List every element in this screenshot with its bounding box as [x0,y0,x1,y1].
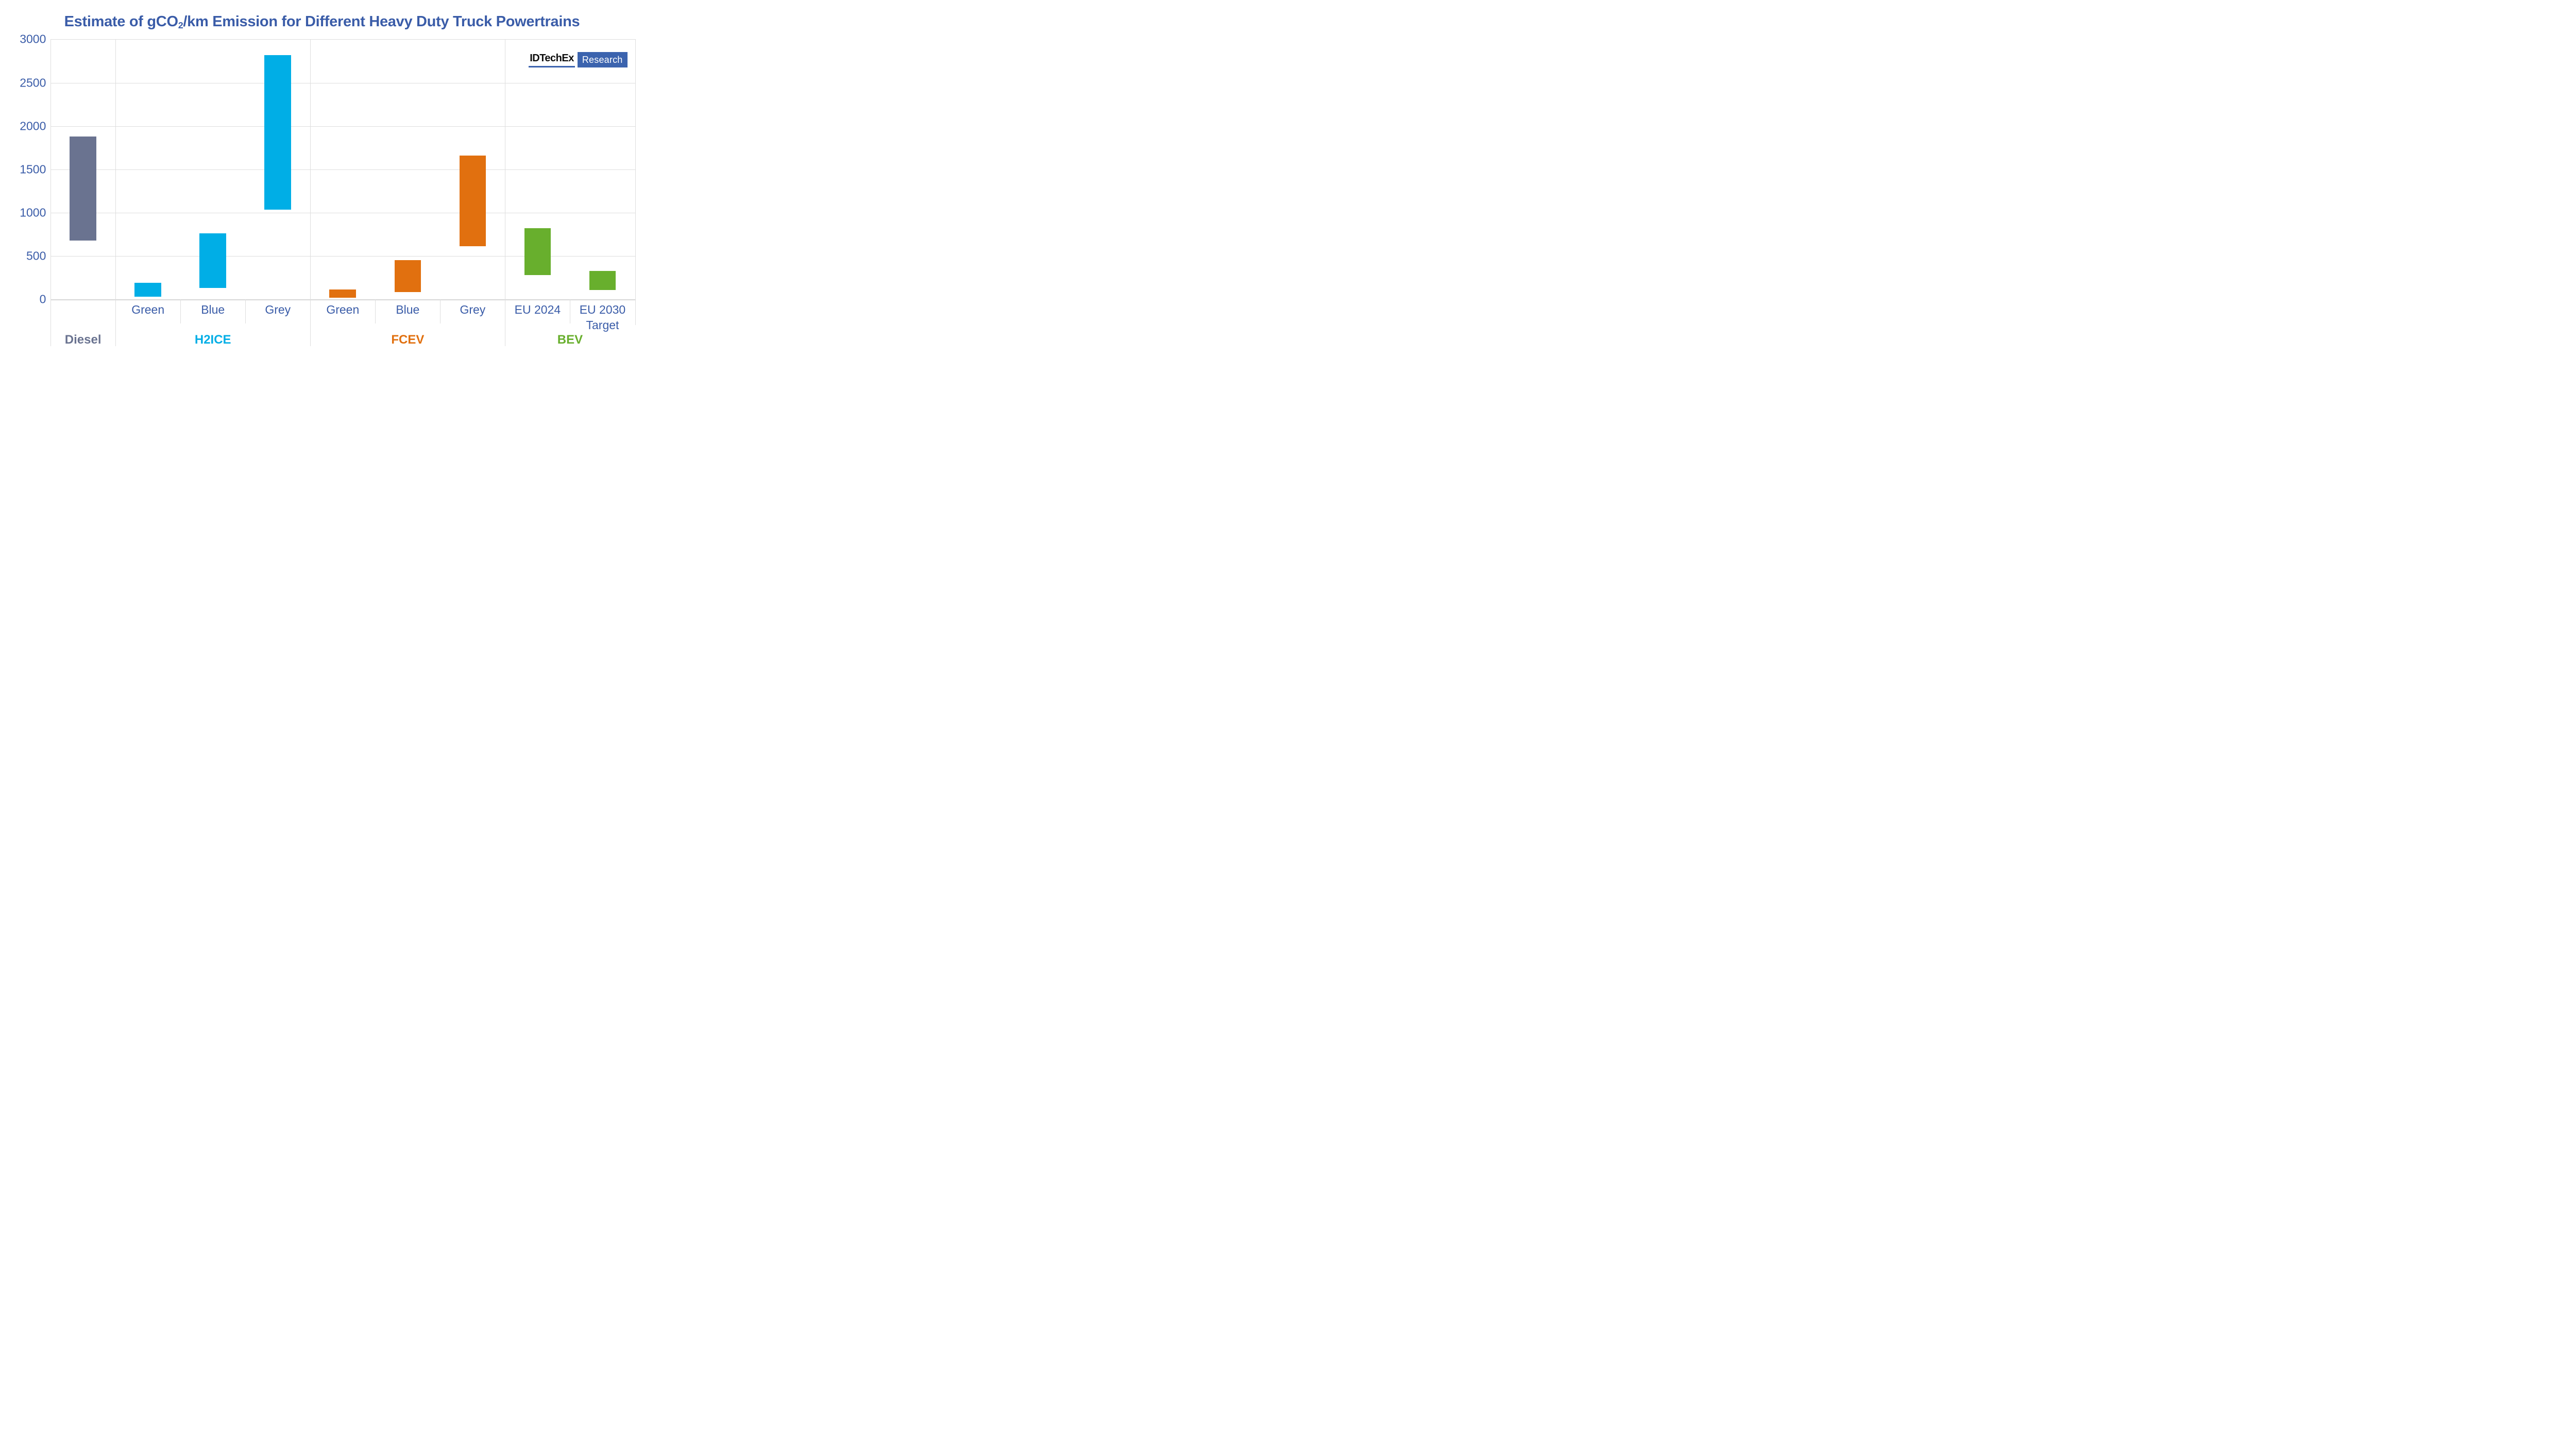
idtechex-research-badge: Research [577,52,628,68]
gridline [50,255,635,257]
x-label-h2ice-green: Green [131,303,165,316]
gridline [50,126,635,127]
x-axis-line [50,299,635,300]
x-label-fcev-blue: Blue [396,303,420,316]
group-label-fcev: FCEV [391,333,425,347]
group-separator [115,39,116,347]
y-tick-label: 3000 [20,32,46,46]
idtechex-research-text: Research [582,54,623,65]
x-label-h2ice-blue: Blue [201,303,225,316]
idtechex-logo: IDTechEx Research [529,52,628,68]
y-tick-label: 2500 [20,76,46,90]
x-label-fcev-grey: Grey [460,303,486,316]
y-tick-label: 2000 [20,119,46,133]
range-bar-diesel [70,136,96,241]
range-bar-bev-eu-2024 [524,228,551,276]
plot-right-border [635,39,636,325]
chart-canvas: Estimate of gCO2/km Emission for Differe… [0,0,644,362]
idtechex-wordmark-text: IDTechEx [530,53,574,64]
column-separator [245,299,246,324]
chart-title-subscript: 2 [178,20,183,30]
gridline [50,169,635,170]
gridline [50,39,635,40]
group-separator [50,39,52,347]
x-label-bev-eu-2030-target: EU 2030 Target [579,303,626,332]
chart-title: Estimate of gCO2/km Emission for Differe… [0,13,644,30]
group-label-h2ice: H2ICE [194,333,231,347]
range-bar-h2ice-grey [264,55,292,210]
column-separator [375,299,376,324]
x-label-bev-eu-2024: EU 2024 [514,303,561,316]
chart-title-text: Estimate of gCO [64,13,178,30]
range-bar-fcev-green [329,289,357,298]
x-label-h2ice-grey: Grey [265,303,291,316]
range-bar-fcev-grey [459,155,486,247]
idtechex-wordmark: IDTechEx [529,52,575,68]
y-tick-label: 1000 [20,206,46,219]
range-bar-h2ice-green [134,282,162,297]
y-tick-label: 0 [39,292,46,306]
y-tick-label: 1500 [20,162,46,176]
range-bar-fcev-blue [394,260,421,293]
range-bar-h2ice-blue [199,233,227,288]
group-label-bev: BEV [557,333,583,347]
chart-title-text-rest: /km Emission for Different Heavy Duty Tr… [183,13,580,30]
y-tick-label: 500 [26,249,46,263]
group-label-diesel: Diesel [64,333,101,347]
range-bar-bev-eu-2030-target [589,271,616,291]
group-separator [310,39,311,347]
column-separator [180,299,181,324]
x-label-fcev-green: Green [326,303,360,316]
